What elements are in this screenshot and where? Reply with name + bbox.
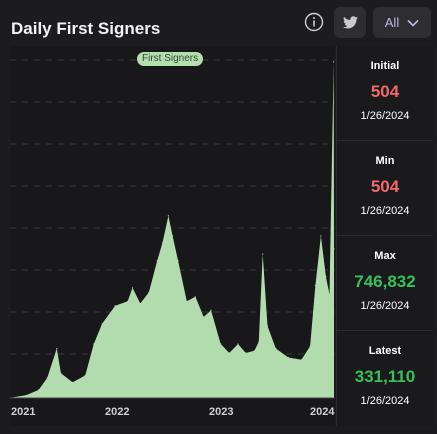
data-point [275,347,277,350]
data-point [210,309,212,311]
data-point [148,291,150,293]
data-point [172,235,174,237]
chevron-down-icon [407,19,419,27]
data-point [161,242,164,244]
data-point [237,343,239,345]
data-point [325,275,327,278]
data-point [38,389,40,391]
data-point [320,235,322,237]
data-point [262,253,264,255]
x-tick-label: 2024 [310,406,335,418]
data-point [333,61,335,63]
data-point [127,300,129,302]
stat-value: 331,110 [354,367,416,386]
data-point [203,316,205,318]
twitter-share-button[interactable] [334,7,366,38]
data-point [114,305,116,307]
data-point [328,293,331,296]
stat-date: 1/26/2024 [360,110,410,122]
data-point [60,372,62,374]
data-point [309,345,311,347]
chart-plot [10,59,335,399]
x-tick-label: 2022 [105,406,130,418]
stat-min: Min 504 1/26/2024 [337,141,433,236]
range-select[interactable]: All [373,7,431,38]
data-point [314,284,316,287]
x-tick-label: 2023 [209,406,234,418]
data-point [139,302,141,305]
stat-date: 1/26/2024 [360,205,410,217]
data-point [287,356,289,359]
data-point [266,325,269,327]
stat-value: 504 [370,177,400,196]
chart-area [10,46,335,426]
data-point [177,260,179,262]
range-select-label: All [384,15,400,30]
data-point [101,323,103,325]
series-area-first-signers [10,61,334,399]
stat-label: Latest [368,345,402,357]
x-tick-label: 2021 [11,406,36,418]
stat-label: Initial [370,60,400,72]
data-point [84,374,86,377]
stat-value: 504 [370,82,400,101]
legend-first-signers[interactable]: First Signers [137,52,204,66]
data-point [72,381,74,383]
stat-initial: Initial 504 1/26/2024 [337,46,433,141]
stat-label: Min [375,155,395,167]
data-point [186,300,188,302]
data-point [93,343,95,345]
data-point [228,352,230,354]
data-point [333,248,335,250]
stats-panel: Initial 504 1/26/2024 Min 504 1/26/2024 … [336,46,433,426]
data-point [253,350,255,352]
stat-label: Max [374,250,396,262]
stat-date: 1/26/2024 [360,300,410,312]
stat-max: Max 746,832 1/26/2024 [337,236,433,331]
data-point [46,377,48,379]
info-icon[interactable] [304,12,324,32]
data-point [56,347,58,350]
data-point [220,343,222,345]
data-point [258,341,260,343]
stat-date: 1/26/2024 [360,395,410,407]
data-point [245,352,247,354]
data-point [300,359,302,361]
data-point [167,215,169,217]
twitter-icon [342,16,358,29]
data-point [194,296,196,298]
data-point [25,394,27,396]
data-point [156,260,158,262]
stat-value: 746,832 [354,272,416,291]
data-point [131,287,134,289]
stat-latest: Latest 331,110 1/26/2024 [337,331,433,425]
page-title: Daily First Signers [11,19,161,38]
